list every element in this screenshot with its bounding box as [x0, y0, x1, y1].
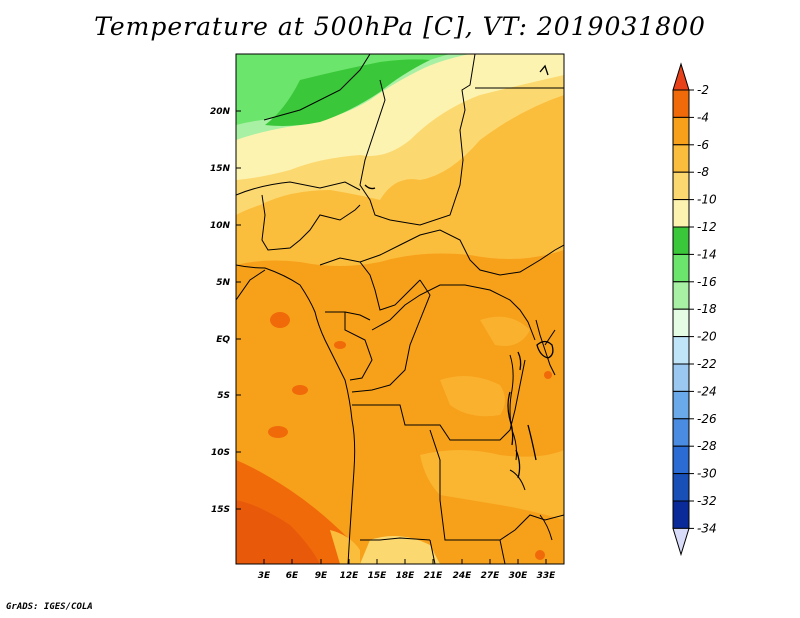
longitude-axis: 3E 6E 9E 12E 15E 18E 21E 24E 27E 30E 33E: [258, 571, 556, 581]
colorbar-swatch: [672, 171, 690, 201]
colorbar-label: -4: [697, 110, 709, 124]
lon-tick-label: 12E: [340, 571, 360, 581]
lat-tick-label: 5N: [216, 278, 230, 288]
grads-credit: GrADS: IGES/COLA: [6, 602, 93, 612]
map-frame: [235, 53, 565, 565]
colorbar-label: -2: [697, 83, 709, 97]
colorbar-swatch: [672, 445, 690, 475]
country-borders: [236, 54, 564, 564]
colorbar-swatch: [672, 308, 690, 338]
temperature-field: [236, 54, 564, 564]
lon-tick-label: 33E: [537, 571, 557, 581]
colorbar-swatch: [672, 418, 690, 447]
colorbar-label: -6: [697, 138, 709, 152]
lon-tick-label: 18E: [396, 571, 416, 581]
colorbar-label: -34: [697, 521, 717, 535]
map-title: Temperature at 500hPa [C], VT: 201903180…: [94, 12, 706, 41]
lat-tick-label: 5S: [217, 391, 230, 401]
colorbar-swatch: [672, 336, 690, 365]
colorbar-label: -30: [697, 467, 717, 481]
lat-tick-label: 15S: [211, 505, 230, 515]
colorbar-top-arrow: [672, 62, 690, 91]
colorbar-label: -12: [697, 220, 717, 234]
colorbar-label: -32: [697, 494, 717, 508]
lat-tick-label: EQ: [216, 335, 230, 345]
lat-tick-label: 15N: [210, 164, 231, 174]
colorbar-label: -28: [697, 439, 717, 453]
colorbar-swatch: [672, 500, 690, 529]
lon-tick-label: 27E: [481, 571, 501, 581]
colorbar-label: -20: [697, 330, 717, 344]
colorbar-swatch: [672, 253, 690, 283]
colorbar-label: -14: [697, 247, 717, 261]
colorbar-swatch: [672, 89, 690, 118]
colorbar-label: -16: [697, 275, 717, 289]
lat-tick-label: 20N: [210, 107, 231, 117]
lat-tick-label: 10S: [211, 448, 230, 458]
colorbar-bottom-arrow: [672, 527, 690, 557]
colorbar-label: -26: [697, 412, 717, 426]
colorbar-swatch: [672, 116, 690, 146]
colorbar-label: -18: [697, 302, 717, 316]
colorbar-swatch: [672, 144, 690, 173]
colorbar-label: -10: [697, 193, 717, 207]
colorbar-label: -8: [697, 165, 709, 179]
colorbar-swatch: [672, 226, 690, 255]
lakes: [364, 64, 554, 479]
lon-tick-label: 6E: [286, 571, 299, 581]
lon-tick-label: 24E: [453, 571, 473, 581]
colorbar-swatch: [672, 199, 690, 228]
lon-tick-label: 15E: [368, 571, 388, 581]
longitude-ticks: [263, 559, 547, 564]
colorbar-swatch: [672, 363, 690, 392]
colorbar-swatch: [672, 390, 690, 420]
colorbar-label: -24: [697, 384, 717, 398]
latitude-ticks: [236, 110, 241, 510]
latitude-axis: 20N 15N 10N 5N EQ 5S 10S 15S: [210, 107, 231, 515]
contour-region-minus14: [265, 59, 430, 127]
colorbar-swatch: [672, 473, 690, 502]
lon-tick-label: 30E: [509, 571, 529, 581]
lon-tick-label: 9E: [315, 571, 328, 581]
colorbar-label: -22: [697, 357, 717, 371]
lat-tick-label: 10N: [210, 221, 231, 231]
lon-tick-label: 3E: [258, 571, 271, 581]
colorbar-legend: -2 -4 -6 -8 -10 -12 -14 -16 -18 -20 -22 -24 -26 -28 -3…: [672, 62, 717, 557]
colorbar-swatch: [672, 281, 690, 310]
lon-tick-label: 21E: [424, 571, 444, 581]
